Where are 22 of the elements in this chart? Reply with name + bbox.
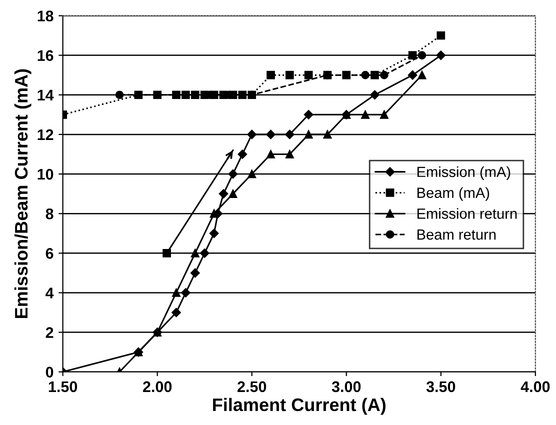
legend-label: Emission (mA) [417, 166, 510, 180]
y-tick-label: 0 [46, 366, 54, 378]
y-tick-label: 12 [38, 129, 54, 140]
y-tick-label: 2 [46, 327, 54, 338]
y-tick-label: 10 [38, 168, 54, 180]
y-tick-label: 18 [38, 10, 54, 22]
y-axis-title: Emission/Beam Current (mA) [14, 69, 32, 318]
y-tick-label: 14 [38, 90, 54, 100]
legend-label: Beam return [417, 230, 496, 240]
y-tick-label: 6 [46, 248, 54, 259]
y-tick-label: 16 [38, 50, 54, 61]
x-tick-label: 3.00 [332, 381, 361, 392]
x-tick-label: 4.00 [520, 381, 550, 392]
y-tick-label: 8 [46, 208, 54, 220]
x-tick-label: 2.50 [238, 381, 266, 392]
x-tick-label: 1.50 [48, 381, 78, 392]
x-tick-label: 2.00 [143, 381, 172, 392]
legend-label: Emission return [417, 208, 517, 219]
x-tick-label: 3.50 [426, 381, 456, 392]
legend-label: Beam (mA) [417, 187, 490, 201]
x-axis-title: Filament Current (A) [213, 398, 386, 415]
y-tick-label: 4 [46, 288, 54, 298]
